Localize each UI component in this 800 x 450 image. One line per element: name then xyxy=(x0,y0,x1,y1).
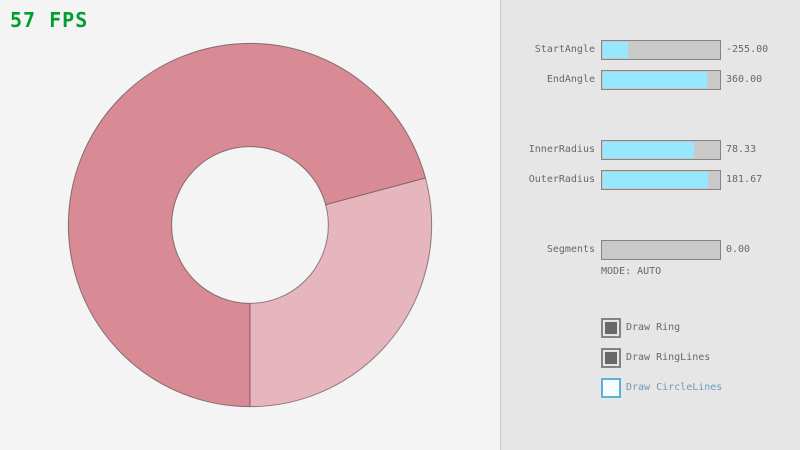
inner-radius-slider-fill xyxy=(603,142,694,158)
outer-radius-slider-fill xyxy=(603,172,709,188)
checkbox-draw-circlelines[interactable]: Draw CircleLines xyxy=(601,378,800,398)
slider-row-outer-radius: OuterRadius 181.67 xyxy=(501,170,800,190)
inner-radius-label: InnerRadius xyxy=(528,144,595,155)
start-angle-value: -255.00 xyxy=(726,44,769,55)
ring-sector-single xyxy=(250,177,432,407)
slider-row-start-angle: StartAngle -255.00 xyxy=(501,40,800,60)
checkbox-draw-ring[interactable]: Draw Ring xyxy=(601,318,800,338)
segments-slider[interactable] xyxy=(601,240,721,260)
outer-radius-label: OuterRadius xyxy=(528,174,595,185)
end-angle-label: EndAngle xyxy=(546,74,595,85)
inner-radius-slider[interactable] xyxy=(601,140,721,160)
ring-outer-line xyxy=(67,42,433,408)
ring-inner-line xyxy=(171,146,329,304)
draw-ringlines-checkbox[interactable] xyxy=(601,348,621,368)
end-angle-slider[interactable] xyxy=(601,70,721,90)
canvas-area: 57 FPS xyxy=(10,8,433,408)
draw-circlelines-checkbox[interactable] xyxy=(601,378,621,398)
draw-circlelines-label: Draw CircleLines xyxy=(626,382,723,393)
outer-radius-slider[interactable] xyxy=(601,170,721,190)
checkbox-draw-ringlines[interactable]: Draw RingLines xyxy=(601,348,800,368)
slider-row-inner-radius: InnerRadius 78.33 xyxy=(501,140,800,160)
start-angle-slider-fill xyxy=(603,42,629,58)
control-panel: StartAngle -255.00 EndAngle 360.00 Inner… xyxy=(500,0,800,450)
end-angle-value: 360.00 xyxy=(726,74,763,85)
ring-figure xyxy=(67,42,433,408)
segments-label: Segments xyxy=(546,244,595,255)
draw-ring-label: Draw Ring xyxy=(626,322,681,333)
segments-value: 0.00 xyxy=(726,244,751,255)
fps-counter: 57 FPS xyxy=(10,8,89,32)
draw-ringlines-label: Draw RingLines xyxy=(626,352,711,363)
outer-radius-value: 181.67 xyxy=(726,174,763,185)
start-angle-label: StartAngle xyxy=(534,44,595,55)
draw-ring-checkbox[interactable] xyxy=(601,318,621,338)
mode-status-text: MODE: AUTO xyxy=(601,266,662,277)
ring-start-angle-line xyxy=(325,177,426,206)
end-angle-slider-fill xyxy=(603,72,708,88)
slider-row-segments: Segments 0.00 xyxy=(501,240,800,260)
start-angle-slider[interactable] xyxy=(601,40,721,60)
ring-sector-overlap xyxy=(68,43,426,407)
inner-radius-value: 78.33 xyxy=(726,144,757,155)
slider-row-end-angle: EndAngle 360.00 xyxy=(501,70,800,90)
